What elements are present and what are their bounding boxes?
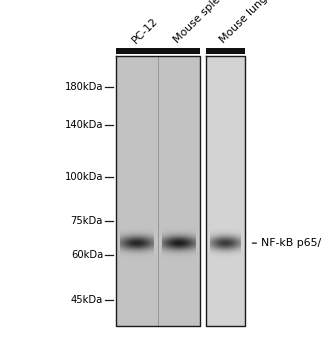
Bar (116, 56, 200, 326)
Text: PC-12: PC-12 (130, 15, 159, 45)
Text: Mouse lung: Mouse lung (218, 0, 270, 45)
Text: Mouse spleen: Mouse spleen (172, 0, 232, 45)
Bar (206, 56, 245, 326)
Text: 180kDa: 180kDa (64, 82, 103, 92)
Text: 45kDa: 45kDa (71, 295, 103, 304)
Text: 60kDa: 60kDa (71, 250, 103, 260)
Text: 140kDa: 140kDa (64, 120, 103, 130)
Text: NF-kB p65/RelA: NF-kB p65/RelA (261, 238, 322, 248)
Bar (206, 48, 245, 54)
Bar (116, 48, 200, 54)
Text: 75kDa: 75kDa (71, 216, 103, 226)
Text: 100kDa: 100kDa (64, 172, 103, 182)
